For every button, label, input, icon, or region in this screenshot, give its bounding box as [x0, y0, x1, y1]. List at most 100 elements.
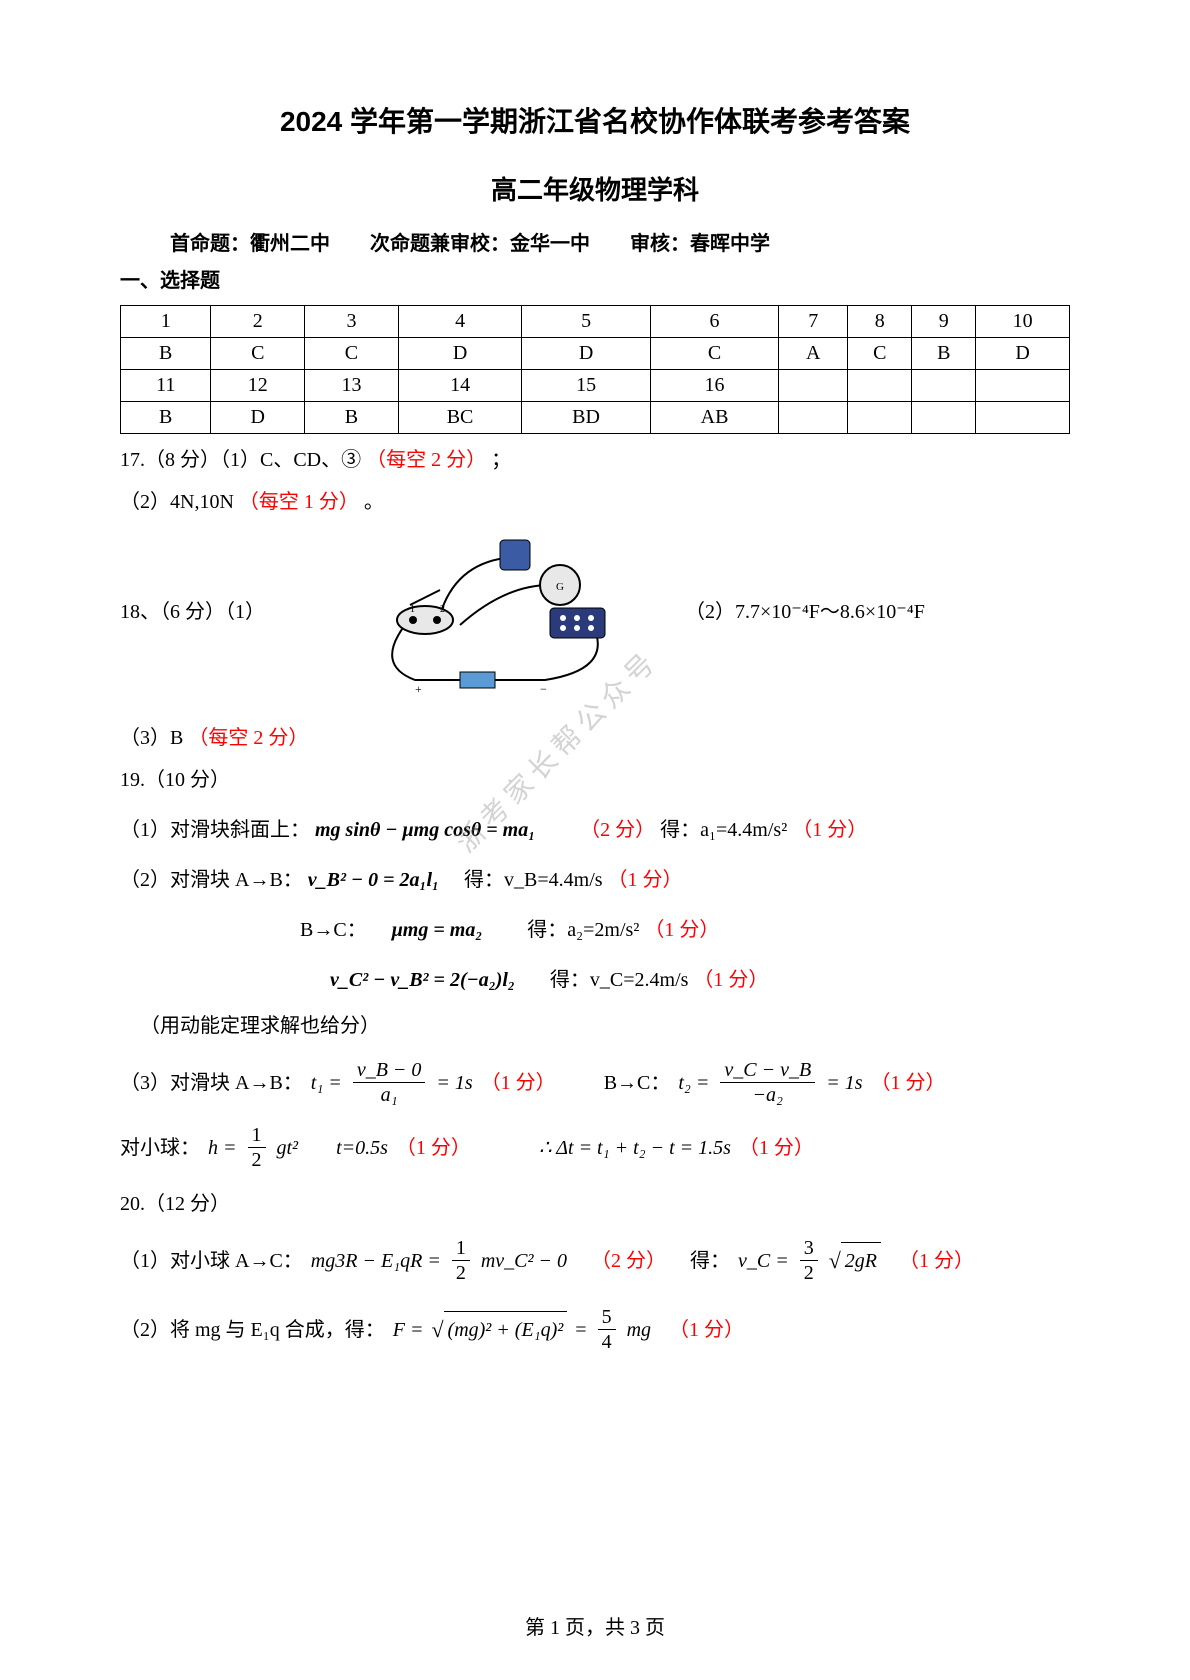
q20-2-pre: （2）将 mg 与 E₁q 合成，得：	[120, 1312, 385, 1348]
cell: BC	[398, 402, 522, 434]
q20-2: （2）将 mg 与 E₁q 合成，得： F = (mg)² + (E₁q)² =…	[120, 1307, 1070, 1352]
fraction-icon: 1 2	[452, 1238, 470, 1283]
cell: 1	[121, 306, 211, 338]
q19-3-t2-points: （1 分）	[870, 1065, 945, 1101]
cell: 9	[912, 306, 976, 338]
fraction-icon: 5 4	[598, 1307, 616, 1352]
q19-2-res: 得：v_B=4.4m/s	[464, 869, 603, 891]
sqrt-body: 2gR	[841, 1242, 881, 1279]
q19-2c-points: （1 分）	[693, 969, 768, 991]
q20-1: （1）对小球 A→C： mg3R − E₁qR = 1 2 mv_C² − 0 …	[120, 1238, 1070, 1283]
q19-2c-res: 得：v_C=2.4m/s	[550, 969, 689, 991]
q20-1-pre: （1）对小球 A→C：	[120, 1243, 303, 1279]
q20-head: 20.（12 分）	[120, 1186, 1070, 1222]
q17-line1: 17.（8 分）（1）C、CD、③ （每空 2 分） ；	[120, 442, 1070, 478]
cell: 16	[650, 370, 778, 402]
q19-ball: 对小球： h = 1 2 gt² t=0.5s （1 分） ∴ Δt = t₁ …	[120, 1125, 1070, 1170]
cell: 7	[779, 306, 848, 338]
table-row: B C C D D C A C B D	[121, 338, 1070, 370]
q19-ball-h: h =	[208, 1130, 237, 1166]
q19-2b: B→C： μmg = ma₂ 得：a₂=2m/s² （1 分）	[300, 912, 1070, 948]
svg-text:+: +	[415, 682, 422, 696]
title-sub: 高二年级物理学科	[120, 170, 1070, 207]
q19-2-pre: （2）对滑块 A→B：	[120, 869, 303, 891]
q20-2-tail: mg	[627, 1312, 651, 1348]
fraction-icon: 3 2	[800, 1238, 818, 1283]
cell	[912, 370, 976, 402]
q17-line2: （2）4N,10N （每空 1 分） 。	[120, 484, 1070, 520]
q18-prefix: 18、（6 分）（1）	[120, 594, 265, 630]
svg-text:1: 1	[410, 604, 415, 615]
q18-row: 18、（6 分）（1） G 1 2 + − （2）7.7×10⁻⁴F～8.6×1…	[120, 530, 1070, 700]
cell: 8	[848, 306, 912, 338]
cell: C	[848, 338, 912, 370]
cell: 4	[398, 306, 522, 338]
q19-3-t2-val: = 1s	[826, 1065, 862, 1101]
frac-num: 5	[598, 1307, 616, 1330]
authors-line: 首命题：衢州二中 次命题兼审校：金华一中 审核：春晖中学	[120, 227, 1070, 256]
table-row: B D B BC BD AB	[121, 402, 1070, 434]
title-main: 2024 学年第一学期浙江省名校协作体联考参考答案	[120, 100, 1070, 140]
q19-2c-eq: v_C² − v_B² = 2(−a₂)l₂	[330, 969, 515, 991]
q19-2c: v_C² − v_B² = 2(−a₂)l₂ 得：v_C=2.4m/s （1 分…	[330, 962, 1070, 998]
q19-2-eq: v_B² − 0 = 2a₁l₁	[308, 869, 439, 891]
q20-2-F: F =	[393, 1312, 424, 1348]
frac-den: a₁	[377, 1083, 402, 1105]
fraction-icon: v_C − v_B −a₂	[720, 1060, 815, 1105]
q20-1-points2: （1 分）	[899, 1243, 974, 1279]
q19-ball-red2: （1 分）	[739, 1130, 814, 1166]
frac-den: 4	[598, 1330, 616, 1352]
q19-1-eq: mg sinθ − μmg cosθ = ma₁	[315, 819, 535, 841]
cell: C	[211, 338, 305, 370]
q18-part3-points: （每空 2 分）	[188, 727, 308, 749]
q19-2b-pre: B→C：	[300, 919, 367, 941]
svg-text:2: 2	[440, 604, 445, 615]
frac-num: 3	[800, 1238, 818, 1261]
q20-1-eq-a: mg3R − E₁qR =	[311, 1243, 441, 1279]
cell: A	[779, 338, 848, 370]
q19-2b-eq: μmg = ma₂	[392, 919, 483, 941]
table-row: 1 2 3 4 5 6 7 8 9 10	[121, 306, 1070, 338]
cell	[912, 402, 976, 434]
cell: D	[976, 338, 1070, 370]
q18-line3: （3）B （每空 2 分）	[120, 720, 1070, 756]
q19-1-points: （2 分）	[580, 819, 655, 841]
frac-den: 2	[452, 1261, 470, 1283]
q19-1-res-points: （1 分）	[792, 819, 867, 841]
q19-1-pre: （1）对滑块斜面上：	[120, 819, 310, 841]
q20-2-eq: =	[575, 1312, 586, 1348]
frac-num: v_B − 0	[353, 1060, 426, 1083]
circuit-diagram-icon: G 1 2 + −	[345, 530, 645, 700]
q19-ball-red1: （1 分）	[396, 1130, 471, 1166]
q17b-tail: 。	[364, 491, 384, 513]
q20-1-vc: v_C =	[738, 1243, 789, 1279]
section-label: 一、选择题	[120, 264, 1070, 293]
svg-text:−: −	[540, 682, 547, 696]
q19-ball-rest: gt²	[277, 1130, 299, 1166]
cell: BD	[522, 402, 650, 434]
q19-3-t1-lhs: t₁ =	[311, 1065, 342, 1101]
frac-num: 1	[452, 1238, 470, 1261]
cell: D	[211, 402, 305, 434]
sqrt-body: (mg)² + (E₁q)²	[444, 1311, 568, 1348]
q19-3-bc: B→C：	[604, 1065, 671, 1101]
q19-3-pre: （3）对滑块 A→B：	[120, 1065, 303, 1101]
q18-part3: （3）B	[120, 727, 183, 749]
cell: 3	[305, 306, 399, 338]
cell: C	[305, 338, 399, 370]
frac-den: 2	[800, 1261, 818, 1283]
q19-2b-res: 得：a₂=2m/s²	[527, 919, 639, 941]
fraction-icon: 1 2	[248, 1125, 266, 1170]
q17b-text: （2）4N,10N	[120, 491, 234, 513]
answer-table: 1 2 3 4 5 6 7 8 9 10 B C C D D C A C B D…	[120, 305, 1070, 434]
q19-3-t1-points: （1 分）	[481, 1065, 556, 1101]
cell: AB	[650, 402, 778, 434]
q17a-tail: ；	[491, 449, 511, 471]
q19-2: （2）对滑块 A→B： v_B² − 0 = 2a₁l₁ 得：v_B=4.4m/…	[120, 862, 1070, 898]
q17a-text: 17.（8 分）（1）C、CD、③	[120, 449, 361, 471]
cell: 10	[976, 306, 1070, 338]
q19-2-points: （1 分）	[608, 869, 683, 891]
q19-2b-points: （1 分）	[644, 919, 719, 941]
cell: 2	[211, 306, 305, 338]
cell: 15	[522, 370, 650, 402]
